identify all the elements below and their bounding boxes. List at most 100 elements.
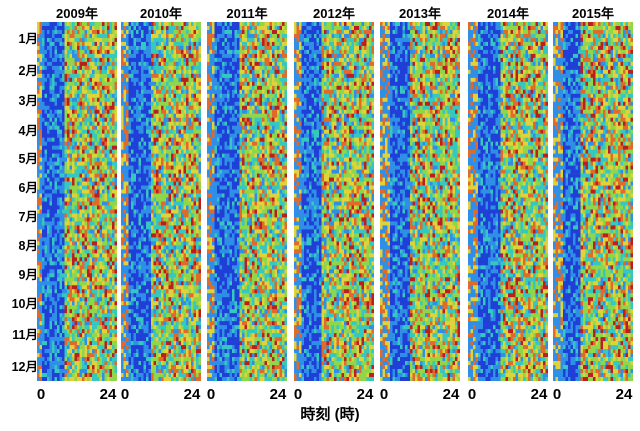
heatmap-cell	[69, 73, 73, 79]
heatmap-cell	[102, 129, 105, 134]
heatmap-cell	[188, 85, 192, 91]
heatmap-cell	[72, 245, 75, 250]
heatmap-cell	[67, 305, 70, 310]
heatmap-cell	[188, 173, 192, 178]
heatmap-cell	[99, 241, 103, 246]
heatmap-cell	[59, 141, 63, 146]
heatmap-cell	[54, 33, 58, 39]
heatmap-cell	[72, 37, 75, 43]
heatmap-cell	[156, 93, 159, 99]
heatmap-cell	[52, 257, 55, 262]
heatmap-cell	[138, 133, 142, 138]
heatmap-cell	[151, 193, 154, 198]
heatmap-cell	[47, 77, 50, 83]
heatmap-cell	[59, 261, 63, 266]
heatmap-cell	[112, 189, 115, 194]
heatmap-cell	[92, 45, 95, 51]
heatmap-cell	[123, 221, 127, 226]
heatmap-cell	[87, 145, 90, 150]
heatmap-cell	[128, 125, 132, 130]
heatmap-cell	[102, 365, 105, 370]
heatmap-cell	[69, 37, 73, 43]
heatmap-cell	[128, 37, 132, 43]
heatmap-cell	[49, 321, 53, 326]
heatmap-cell	[198, 93, 201, 99]
heatmap-cell	[44, 233, 48, 238]
heatmap-cell	[57, 181, 60, 186]
heatmap-cell	[59, 233, 63, 238]
heatmap-cell	[146, 185, 149, 190]
heatmap-cell	[109, 105, 113, 111]
heatmap-cell	[121, 121, 124, 127]
heatmap-cell	[99, 157, 103, 162]
heatmap-cell	[44, 113, 48, 119]
heatmap-cell	[82, 369, 85, 374]
heatmap-cell	[166, 189, 169, 194]
heatmap-cell	[107, 29, 110, 35]
heatmap-cell	[107, 301, 110, 306]
heatmap-cell	[133, 45, 137, 51]
heatmap-cell	[67, 321, 70, 326]
heatmap-cell	[74, 277, 78, 282]
heatmap-cell	[54, 37, 58, 43]
heatmap-cell	[94, 101, 98, 107]
heatmap-cell	[47, 213, 50, 218]
heatmap-cell	[198, 253, 201, 258]
heatmap-cell	[87, 185, 90, 190]
heatmap-cell	[198, 193, 201, 198]
heatmap-cell	[44, 25, 48, 31]
heatmap-cell	[59, 81, 63, 87]
heatmap-cell	[158, 149, 162, 154]
heatmap-cell	[128, 85, 132, 91]
heatmap-cell	[44, 97, 48, 103]
heatmap-cell	[121, 161, 124, 166]
heatmap-cell	[196, 121, 199, 127]
heatmap-cell	[153, 25, 157, 31]
heatmap-cell	[82, 273, 85, 278]
heatmap-cell	[74, 213, 78, 218]
heatmap-cell	[168, 22, 172, 27]
heatmap-cell	[47, 117, 50, 123]
heatmap-cell	[99, 97, 103, 103]
heatmap-cell	[158, 22, 162, 27]
heatmap-cell	[126, 73, 129, 79]
heatmap-cell	[198, 269, 201, 274]
heatmap-cell	[52, 205, 55, 210]
heatmap-cell	[123, 253, 127, 258]
heatmap-cell	[151, 213, 154, 218]
heatmap-cell	[188, 213, 192, 218]
heatmap-cell	[183, 69, 187, 75]
heatmap-cell	[109, 25, 113, 31]
heatmap-cell	[99, 369, 103, 374]
heatmap-cell	[193, 129, 197, 134]
heatmap-cell	[42, 141, 45, 146]
heatmap-cell	[114, 265, 117, 270]
heatmap-cell	[141, 93, 144, 99]
heatmap-cell	[82, 125, 85, 130]
heatmap-cell	[107, 133, 110, 138]
heatmap-cell	[173, 185, 177, 190]
heatmap-cell	[52, 349, 55, 354]
heatmap-cell	[107, 225, 110, 230]
heatmap-cell	[186, 273, 189, 278]
heatmap-cell	[166, 133, 169, 138]
heatmap-cell	[64, 137, 68, 142]
heatmap-cell	[64, 241, 68, 246]
heatmap-cell	[44, 193, 48, 198]
heatmap-cell	[67, 77, 70, 83]
heatmap-cell	[156, 73, 159, 79]
heatmap-cell	[161, 89, 164, 95]
heatmap-cell	[89, 253, 93, 258]
heatmap-cell	[57, 49, 60, 55]
heatmap-cell	[196, 229, 199, 234]
heatmap-cell	[121, 22, 124, 27]
heatmap-cell	[178, 249, 182, 254]
heatmap-cell	[112, 157, 115, 162]
heatmap-cell	[47, 245, 50, 250]
heatmap-cell	[44, 29, 48, 35]
heatmap-cell	[163, 213, 167, 218]
heatmap-cell	[126, 25, 129, 31]
heatmap-cell	[161, 37, 164, 43]
heatmap-cell	[181, 225, 184, 230]
heatmap-cell	[136, 237, 139, 242]
